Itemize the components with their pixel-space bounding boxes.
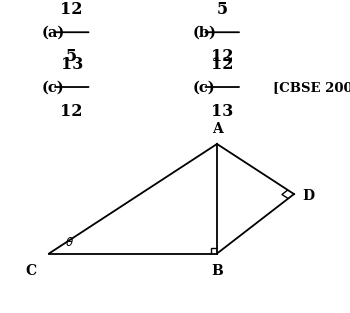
Text: B: B — [211, 264, 223, 279]
Text: 5: 5 — [66, 48, 77, 65]
Text: (c): (c) — [42, 81, 65, 95]
Text: (c): (c) — [193, 81, 215, 95]
Text: (b): (b) — [193, 26, 216, 40]
Text: 12: 12 — [211, 56, 233, 73]
Text: 12: 12 — [61, 1, 83, 18]
Text: 13: 13 — [211, 103, 233, 120]
Text: (a): (a) — [42, 26, 65, 40]
Text: [CBSE 2008]: [CBSE 2008] — [273, 81, 350, 94]
Text: 12: 12 — [211, 48, 233, 65]
Text: A: A — [212, 122, 222, 136]
Text: 12: 12 — [61, 103, 83, 120]
Text: 13: 13 — [61, 56, 83, 73]
Text: $\theta$: $\theta$ — [65, 236, 74, 249]
Text: D: D — [303, 189, 315, 203]
Text: C: C — [26, 264, 37, 279]
Text: 5: 5 — [217, 1, 228, 18]
